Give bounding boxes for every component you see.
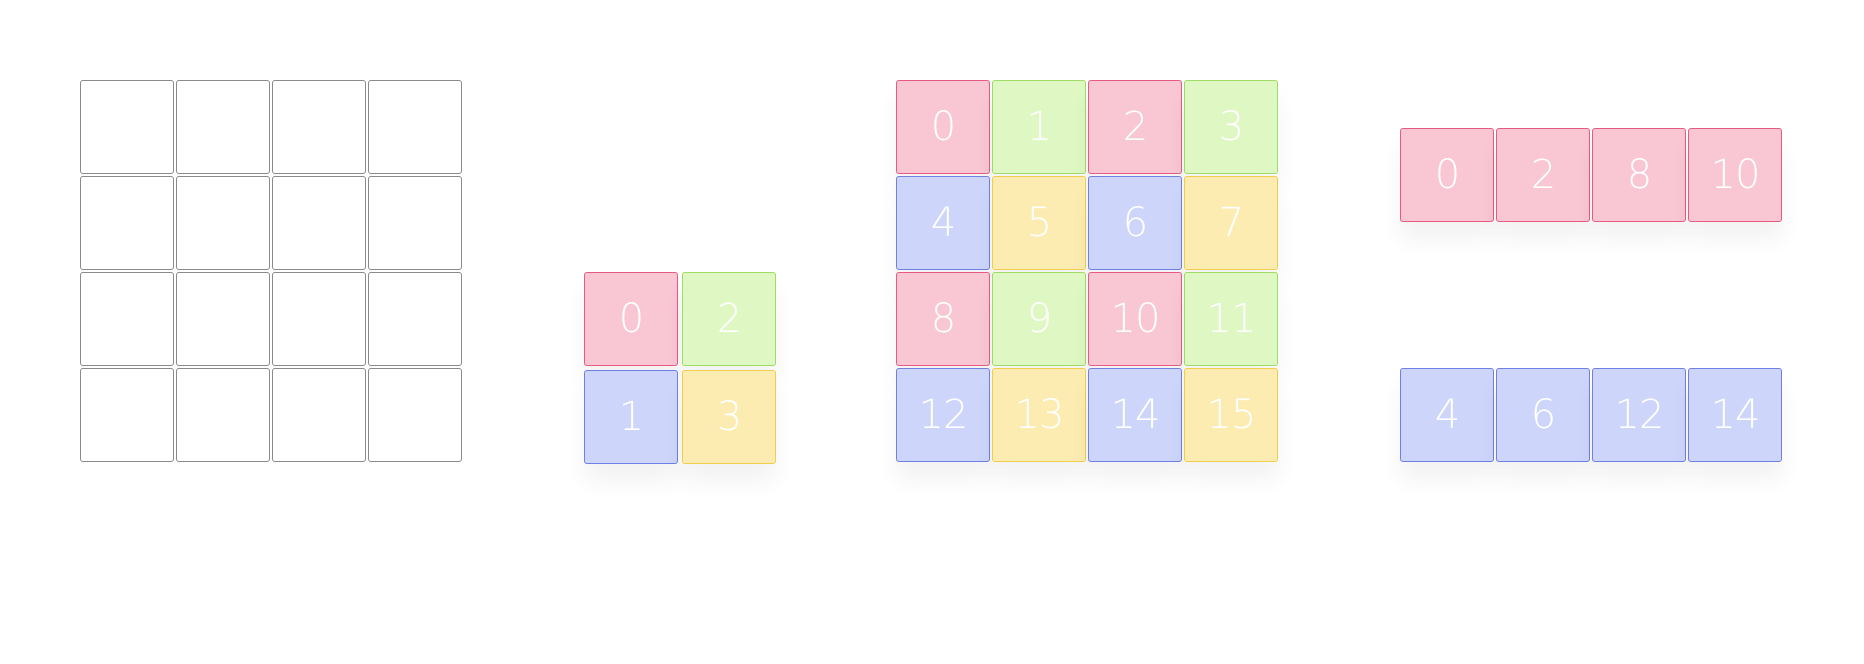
blue-row-cell-12: 12 [1592, 368, 1686, 462]
index-cell-0: 0 [896, 80, 990, 174]
index-cell-11: 11 [1184, 272, 1278, 366]
index-cell-13: 13 [992, 368, 1086, 462]
index-cell-12: 12 [896, 368, 990, 462]
index-cell-8: 8 [896, 272, 990, 366]
index-cell-14: 14 [1088, 368, 1182, 462]
pink-row-cell-10: 10 [1688, 128, 1782, 222]
index-cell-5: 5 [992, 176, 1086, 270]
index-cell-15: 15 [1184, 368, 1278, 462]
empty-cell [80, 368, 174, 462]
empty-cell [80, 80, 174, 174]
pink-row-cell-0: 0 [1400, 128, 1494, 222]
empty-cell [272, 272, 366, 366]
empty-cell [368, 272, 462, 366]
index-cell-7: 7 [1184, 176, 1278, 270]
empty-cell [80, 272, 174, 366]
blue-row-panel: 4 6 12 14 [1400, 368, 1784, 464]
empty-cell [272, 80, 366, 174]
empty-cell [176, 272, 270, 366]
empty-cell [368, 80, 462, 174]
empty-cell [176, 368, 270, 462]
empty-cell [176, 80, 270, 174]
empty-cell [272, 176, 366, 270]
empty-grid-panel [80, 80, 464, 464]
index-cell-9: 9 [992, 272, 1086, 366]
index-cell-1: 1 [992, 80, 1086, 174]
empty-cell [272, 368, 366, 462]
empty-cell [176, 176, 270, 270]
block-cell-1: 1 [584, 370, 678, 464]
index-cell-4: 4 [896, 176, 990, 270]
blue-row-cell-4: 4 [1400, 368, 1494, 462]
pink-row-cell-8: 8 [1592, 128, 1686, 222]
index-cell-6: 6 [1088, 176, 1182, 270]
index-cell-3: 3 [1184, 80, 1278, 174]
index-grid-panel: 0 1 2 3 4 5 6 7 8 9 10 11 12 13 14 15 [896, 80, 1280, 464]
empty-cell [80, 176, 174, 270]
index-cell-2: 2 [1088, 80, 1182, 174]
blue-row-cell-14: 14 [1688, 368, 1782, 462]
pink-row-cell-2: 2 [1496, 128, 1590, 222]
pink-row-panel: 0 2 8 10 [1400, 128, 1784, 224]
blue-row-cell-6: 6 [1496, 368, 1590, 462]
index-cell-10: 10 [1088, 272, 1182, 366]
block-cell-0: 0 [584, 272, 678, 366]
empty-cell [368, 368, 462, 462]
block-cell-3: 3 [682, 370, 776, 464]
empty-cell [368, 176, 462, 270]
block-cell-2: 2 [682, 272, 776, 366]
